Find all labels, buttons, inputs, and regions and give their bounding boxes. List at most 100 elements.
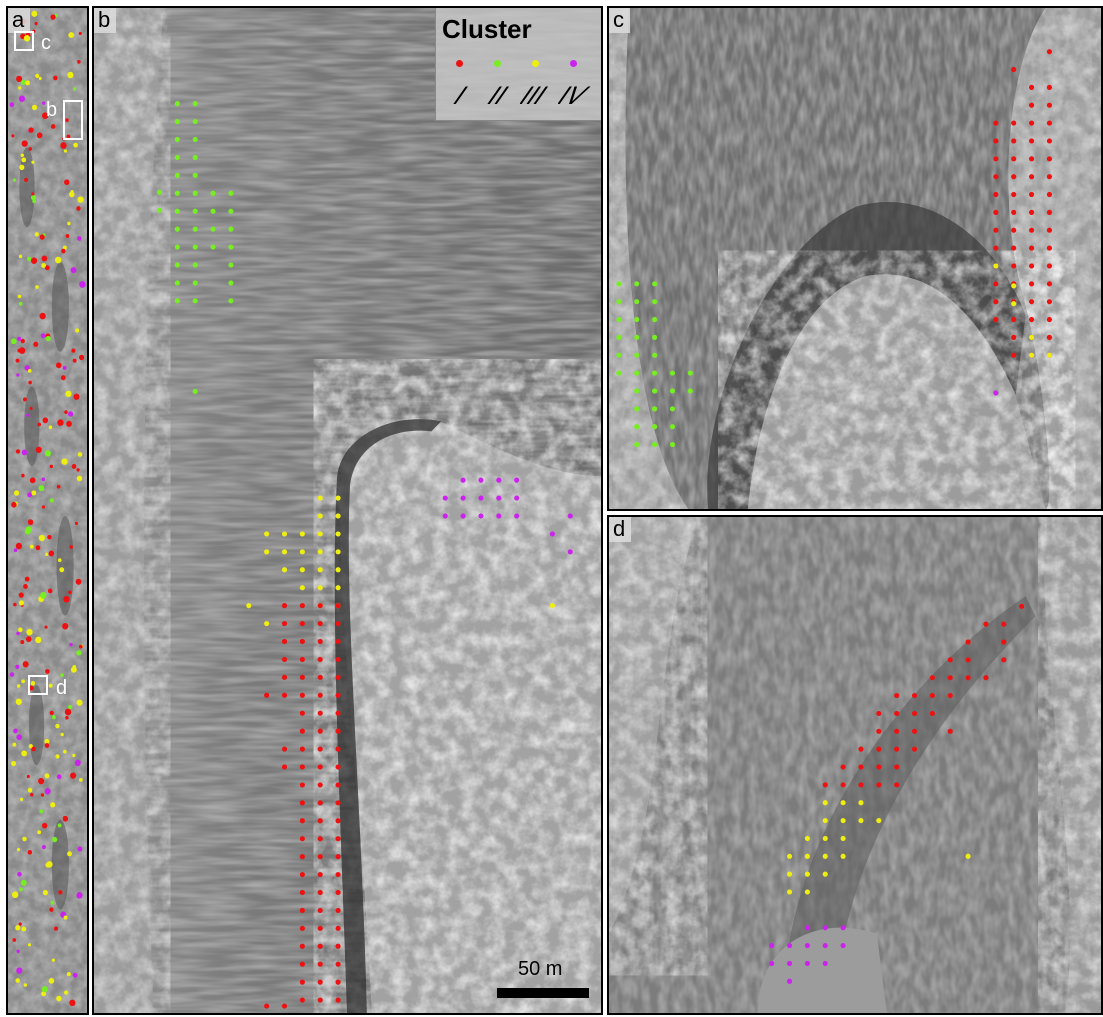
cluster-dot: [51, 958, 55, 962]
cluster-dot: [45, 335, 51, 342]
cluster-dot: [947, 728, 953, 734]
cluster-dot: [669, 388, 676, 394]
cluster-dot: [634, 299, 640, 305]
cluster-dot: [156, 207, 163, 213]
cluster-dot: [21, 926, 27, 932]
cluster-dot: [858, 746, 864, 752]
cluster-dot: [335, 979, 341, 985]
cluster-dot: [460, 477, 466, 483]
cluster-dot: [53, 75, 58, 81]
cluster-dot: [61, 248, 66, 254]
cluster-dot: [41, 263, 46, 268]
cluster-dot: [299, 603, 305, 609]
cluster-dot: [993, 120, 999, 126]
cluster-dot: [64, 708, 72, 716]
cluster-dot: [68, 411, 74, 417]
cluster-dot: [1046, 227, 1052, 233]
cluster-dot: [993, 299, 999, 305]
panel-a-overview: a c b d: [6, 6, 89, 1015]
cluster-dot: [26, 774, 30, 779]
cluster-dot: [65, 715, 69, 720]
cluster-dot: [929, 692, 935, 699]
cluster-dot: [299, 997, 305, 1003]
cluster-dots-overview: [9, 10, 86, 1007]
cluster-dot: [299, 531, 305, 537]
cluster-dot: [335, 531, 341, 537]
cluster-dot: [335, 656, 341, 662]
cluster-dot: [1028, 102, 1035, 108]
cluster-dot: [55, 723, 60, 729]
panel-label-d: d: [609, 517, 632, 542]
cluster-dot: [317, 782, 323, 788]
cluster-dot: [246, 603, 252, 609]
cluster-dot: [858, 800, 864, 806]
cluster-dot: [72, 753, 76, 758]
cluster-dot: [317, 961, 323, 967]
cluster-dot: [174, 226, 180, 232]
cluster-dot: [73, 393, 80, 400]
cluster-dot: [64, 410, 68, 414]
cluster-dot: [79, 281, 86, 288]
cluster-dot: [192, 388, 198, 395]
cluster-dot: [44, 773, 50, 779]
cluster-dot: [73, 142, 78, 148]
cluster-dot: [281, 1003, 288, 1009]
cluster-dot: [46, 861, 53, 868]
cluster-dot: [299, 836, 305, 842]
cluster-dot: [15, 358, 20, 363]
cluster-dot: [21, 473, 25, 478]
cluster-dot: [69, 191, 75, 198]
cluster-dot: [335, 549, 341, 555]
cluster-dot: [993, 209, 999, 215]
legend-symbol-III: III: [520, 82, 553, 110]
legend-symbol-II-text: II: [484, 82, 514, 110]
inset-box-d: [28, 675, 48, 695]
cluster-dot: [299, 782, 305, 788]
cluster-dot: [1011, 227, 1017, 233]
cluster-dot: [15, 664, 20, 669]
cluster-dot: [21, 449, 28, 456]
cluster-dot: [335, 836, 341, 842]
cluster-dot: [31, 104, 38, 111]
cluster-dot: [35, 636, 42, 644]
cluster-dot: [1028, 281, 1035, 287]
cluster-dot: [1046, 263, 1052, 269]
cluster-dot: [67, 851, 72, 857]
cluster-dot: [1046, 281, 1052, 287]
cluster-dot: [478, 495, 484, 501]
cluster-dot: [993, 227, 999, 233]
cluster-dot: [687, 370, 693, 376]
cluster-dot: [335, 692, 341, 698]
cluster-dot: [210, 190, 216, 196]
cluster-dot: [49, 907, 54, 912]
cluster-dot: [911, 728, 918, 734]
cluster-dot: [929, 675, 935, 681]
cluster-dot: [50, 802, 56, 808]
cluster-dot: [840, 942, 846, 949]
panel-label-a: a: [8, 8, 31, 33]
cluster-dot: [44, 738, 50, 745]
cluster-dot: [317, 567, 323, 573]
cluster-dot: [228, 226, 234, 232]
cluster-dot: [514, 495, 520, 501]
cluster-dot: [79, 354, 85, 361]
cluster-dot: [669, 424, 676, 430]
cluster-dot: [22, 661, 29, 668]
cluster-dot: [1011, 120, 1017, 126]
cluster-dot: [18, 600, 24, 606]
cluster-dot: [335, 603, 341, 609]
cluster-dot: [34, 21, 38, 26]
cluster-dot: [30, 194, 37, 201]
cluster-dot: [317, 889, 323, 896]
cluster-dot: [652, 370, 658, 376]
cluster-dot: [1011, 174, 1017, 180]
cluster-dot: [20, 879, 27, 886]
cluster-dots-c: [616, 49, 1052, 448]
cluster-dot: [27, 256, 32, 262]
cluster-dot: [299, 943, 305, 949]
cluster-dot: [264, 692, 270, 698]
cluster-dot: [9, 102, 15, 108]
cluster-dot: [48, 425, 53, 430]
cluster-dot: [652, 424, 658, 430]
cluster-dot: [76, 475, 83, 482]
